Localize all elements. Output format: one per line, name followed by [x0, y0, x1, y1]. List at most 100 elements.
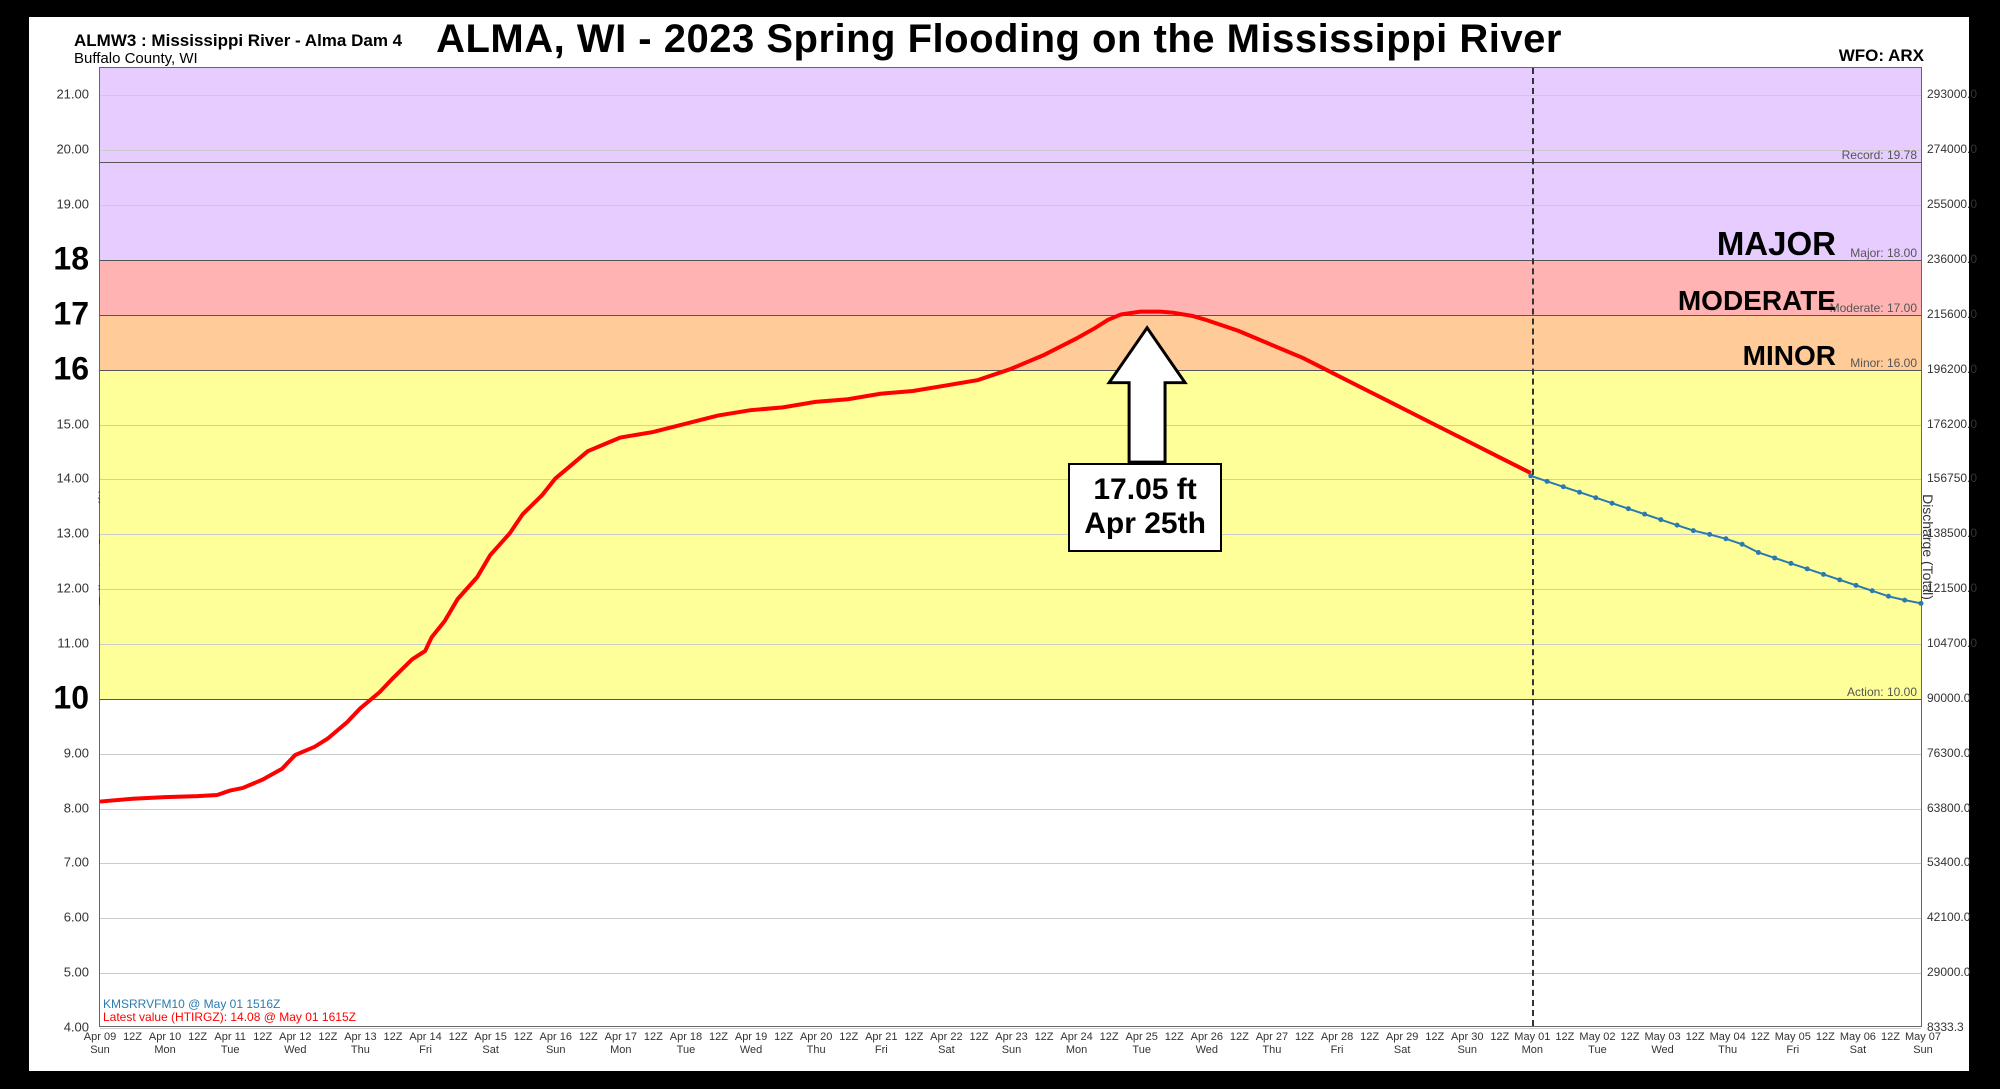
page-title: ALMA, WI - 2023 Spring Flooding on the M… — [436, 17, 1562, 62]
xtick: 12Z — [514, 1031, 533, 1044]
ytick-left: 10 — [29, 679, 89, 716]
ytick-right: 121500.0 — [1927, 581, 2000, 595]
xtick: 12Z — [1035, 1031, 1054, 1044]
ytick-right: 29000.0 — [1927, 965, 2000, 979]
callout-date: Apr 25th — [1084, 507, 1206, 542]
observed-line — [100, 312, 1531, 802]
xtick: Apr 15Sat — [474, 1031, 506, 1057]
forecast-point — [1707, 532, 1712, 537]
xtick: Apr 18Tue — [670, 1031, 702, 1057]
xtick: Apr 27Thu — [1256, 1031, 1288, 1057]
ytick-left: 5.00 — [29, 965, 89, 980]
threshold-label: Action: 10.00 — [1847, 685, 1917, 699]
peak-callout: 17.05 ftApr 25th — [1068, 463, 1222, 552]
wfo-label: WFO: ARX — [1839, 46, 1924, 66]
ytick-left: 15.00 — [29, 416, 89, 431]
ytick-right: 255000.0 — [1927, 197, 2000, 211]
footnote-latest: Latest value (HTIRGZ): 14.08 @ May 01 16… — [103, 1010, 356, 1024]
ytick-left: 16 — [29, 350, 89, 387]
flood-category-label: MINOR — [1743, 340, 1836, 372]
forecast-point — [1853, 583, 1858, 588]
xtick: 12Z — [253, 1031, 272, 1044]
xtick: 12Z — [579, 1031, 598, 1044]
ytick-left: 18 — [29, 241, 89, 278]
ytick-right: 138500.0 — [1927, 526, 2000, 540]
ytick-left: 8.00 — [29, 800, 89, 815]
ytick-right: 63800.0 — [1927, 801, 2000, 815]
forecast-point — [1593, 495, 1598, 500]
xtick: 12Z — [1816, 1031, 1835, 1044]
forecast-point — [1902, 598, 1907, 603]
xtick: May 05Fri — [1775, 1031, 1811, 1057]
forecast-point — [1561, 484, 1566, 489]
arrow-up-icon — [1109, 328, 1185, 462]
xtick: Apr 11Tue — [214, 1031, 246, 1057]
station-id: ALMW3 : Mississippi River - Alma Dam 4 — [74, 31, 402, 51]
frame: ALMA, WI - 2023 Spring Flooding on the M… — [0, 0, 2000, 1089]
county: Buffalo County, WI — [74, 50, 198, 67]
ytick-left: 12.00 — [29, 581, 89, 596]
ytick-right: 8333.3 — [1927, 1020, 2000, 1034]
xtick: 12Z — [709, 1031, 728, 1044]
ytick-left: 4.00 — [29, 1020, 89, 1035]
xtick: 12Z — [1555, 1031, 1574, 1044]
threshold-label: Minor: 16.00 — [1850, 356, 1917, 370]
ytick-right: 53400.0 — [1927, 855, 2000, 869]
xtick: Apr 30Sun — [1451, 1031, 1483, 1057]
ytick-right: 104700.0 — [1927, 636, 2000, 650]
gridline — [100, 1028, 1921, 1029]
xtick: Apr 10Mon — [149, 1031, 181, 1057]
xtick: 12Z — [1165, 1031, 1184, 1044]
xtick: May 02Tue — [1579, 1031, 1615, 1057]
ytick-left: 14.00 — [29, 471, 89, 486]
ytick-left: 7.00 — [29, 855, 89, 870]
ytick-left: 17 — [29, 295, 89, 332]
xtick: 12Z — [1100, 1031, 1119, 1044]
xtick: 12Z — [1295, 1031, 1314, 1044]
xtick: 12Z — [904, 1031, 923, 1044]
forecast-point — [1658, 517, 1663, 522]
chart-panel: ALMA, WI - 2023 Spring Flooding on the M… — [29, 17, 1969, 1071]
xtick: 12Z — [1686, 1031, 1705, 1044]
xtick: 12Z — [383, 1031, 402, 1044]
ytick-left: 6.00 — [29, 910, 89, 925]
ytick-right: 215600.0 — [1927, 307, 2000, 321]
line-svg — [100, 68, 1921, 1026]
ytick-right: 293000.0 — [1927, 87, 2000, 101]
xtick: Apr 22Sat — [930, 1031, 962, 1057]
ytick-right: 176200.0 — [1927, 417, 2000, 431]
forecast-point — [1821, 572, 1826, 577]
ytick-right: 156750.0 — [1927, 471, 2000, 485]
forecast-point — [1691, 528, 1696, 533]
ytick-right: 42100.0 — [1927, 910, 2000, 924]
forecast-point — [1870, 588, 1875, 593]
threshold-label: Record: 19.78 — [1842, 148, 1917, 162]
forecast-point — [1675, 523, 1680, 528]
xtick: Apr 13Thu — [344, 1031, 376, 1057]
ytick-left: 9.00 — [29, 745, 89, 760]
forecast-divider — [1532, 68, 1534, 1026]
footnote-forecast: KMSRRVFM10 @ May 01 1516Z — [103, 997, 280, 1011]
xtick: May 06Sat — [1840, 1031, 1876, 1057]
forecast-point — [1577, 490, 1582, 495]
xtick: Apr 21Fri — [865, 1031, 897, 1057]
ytick-right: 236000.0 — [1927, 252, 2000, 266]
xtick: 12Z — [318, 1031, 337, 1044]
ytick-left: 11.00 — [29, 636, 89, 651]
ytick-right: 76300.0 — [1927, 746, 2000, 760]
forecast-point — [1545, 479, 1550, 484]
threshold-label: Moderate: 17.00 — [1830, 301, 1917, 315]
forecast-point — [1919, 601, 1924, 606]
xtick: May 07Sun — [1905, 1031, 1941, 1057]
xtick: 12Z — [969, 1031, 988, 1044]
xtick: 12Z — [1751, 1031, 1770, 1044]
xtick: Apr 24Mon — [1060, 1031, 1092, 1057]
forecast-point — [1642, 512, 1647, 517]
forecast-point — [1610, 501, 1615, 506]
xtick: 12Z — [1490, 1031, 1509, 1044]
xtick: 12Z — [774, 1031, 793, 1044]
xtick: 12Z — [1425, 1031, 1444, 1044]
threshold-label: Major: 18.00 — [1850, 246, 1917, 260]
ytick-left: 20.00 — [29, 142, 89, 157]
ytick-right: 90000.0 — [1927, 691, 2000, 705]
